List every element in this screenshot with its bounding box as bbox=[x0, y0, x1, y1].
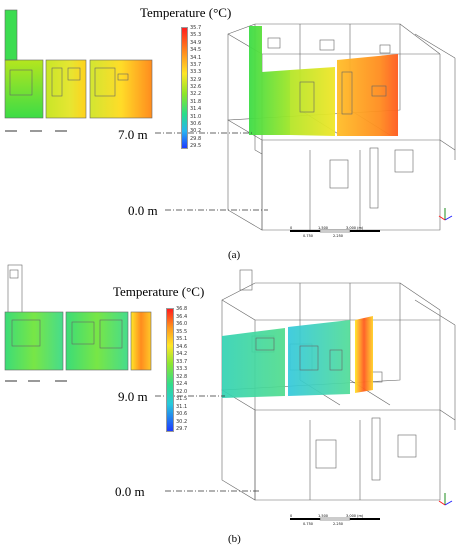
plan-b-room-middle bbox=[66, 312, 128, 370]
panel-a-tick-label: 31.8 bbox=[190, 98, 202, 105]
panel-b-scale-2250: 2.250 bbox=[333, 522, 344, 526]
panel-b-scale-bottom-labels: 0.750 2.250 bbox=[303, 522, 343, 526]
model-b-slice-right bbox=[355, 316, 373, 393]
model-a-axis-triad bbox=[438, 208, 453, 221]
plan-b-room-left bbox=[5, 312, 63, 370]
panel-a-level-low: 0.0 m bbox=[128, 203, 158, 218]
panel-a-colorbar bbox=[181, 27, 188, 149]
model-a-slice-middle bbox=[290, 67, 335, 136]
panel-a-tick-label: 32.2 bbox=[190, 91, 202, 98]
panel-a-tick-label: 33.7 bbox=[190, 61, 202, 68]
panel-b-scale-0: 0 bbox=[290, 514, 293, 518]
panel-a-tick-label: 34.9 bbox=[190, 39, 202, 46]
panel-b-caption: (b) bbox=[228, 533, 241, 545]
panel-a-tick-label: 34.1 bbox=[190, 54, 202, 61]
panel-a-scale-2250: 2.250 bbox=[333, 234, 344, 238]
panel-b-tick-label: 36.8 bbox=[176, 306, 188, 312]
plan-a-stair-shaft bbox=[5, 10, 17, 60]
panel-b-tick-label: 32.8 bbox=[176, 373, 188, 380]
panel-b-level-low: 0.0 m bbox=[115, 484, 145, 499]
panel-b-tick-label: 29.7 bbox=[176, 426, 188, 432]
panel-b-scale-3000: 3.000 (m) bbox=[346, 514, 364, 518]
model-b-scale-bar bbox=[290, 517, 380, 521]
plan-a-room-middle bbox=[46, 60, 86, 118]
panel-a-tick-label: 29.5 bbox=[190, 143, 202, 149]
panel-b-level-high: 9.0 m bbox=[118, 389, 148, 404]
panel-b-tick-label: 34.2 bbox=[176, 351, 188, 357]
panel-a-tick-label: 34.5 bbox=[190, 47, 202, 54]
panel-b-tick-label: 30.2 bbox=[176, 418, 188, 425]
plan-b-room-right bbox=[131, 312, 151, 370]
panel-a-tick-label: 35.7 bbox=[190, 25, 202, 31]
model-a-scale-bar bbox=[290, 229, 380, 233]
panel-a-scale-0: 0 bbox=[290, 226, 293, 230]
panel-a-tick-label: 33.3 bbox=[190, 69, 202, 76]
model-a-slice-right bbox=[337, 54, 398, 136]
model-a-wireframe bbox=[227, 23, 456, 231]
panel-b-tick-label: 30.6 bbox=[176, 411, 188, 417]
panel-b-tick-label: 31.5 bbox=[176, 396, 188, 402]
panel-a-tick-label: 29.8 bbox=[190, 135, 202, 142]
panel-b-colorbar bbox=[166, 308, 174, 432]
panel-a-tick-label: 31.0 bbox=[190, 113, 202, 120]
panel-a-tick-label: 30.2 bbox=[190, 128, 202, 135]
panel-a-tick-label: 31.4 bbox=[190, 106, 202, 113]
panel-b-tick-label: 31.1 bbox=[176, 403, 188, 410]
plan-b-wireframe-top bbox=[7, 264, 23, 316]
panel-a-scale-0750: 0.750 bbox=[303, 234, 314, 238]
panel-a-tick-label: 35.3 bbox=[190, 32, 202, 39]
panel-b-tick-label: 32.0 bbox=[176, 388, 188, 395]
panel-a-scale-1500: 1.500 bbox=[318, 226, 329, 230]
panel-b-tick-label: 36.0 bbox=[176, 321, 188, 327]
model-b-slice-outlines bbox=[255, 337, 343, 371]
model-b-slice-middle bbox=[288, 320, 350, 396]
panel-b-tick-label: 33.7 bbox=[176, 358, 188, 365]
panel-b-scale-0750: 0.750 bbox=[303, 522, 314, 526]
panel-a-level-high: 7.0 m bbox=[118, 127, 148, 142]
model-a-level-lines bbox=[155, 132, 268, 211]
plan-a-wireframe bbox=[4, 9, 153, 119]
panel-a-scale-top-labels: 0 1.500 3.000 (m) bbox=[290, 226, 363, 230]
panel-b-scale-top-labels: 0 1.500 3.000 (m) bbox=[290, 514, 363, 518]
model-a-slice-outlines bbox=[299, 71, 387, 115]
panel-a-caption: (a) bbox=[228, 249, 241, 261]
panel-b-legend-title: Temperature (°C) bbox=[113, 284, 205, 299]
panel-b-tick-label: 34.6 bbox=[176, 343, 188, 350]
panel-a-tick-label: 32.9 bbox=[190, 76, 202, 83]
plan-a-room-right bbox=[90, 60, 152, 118]
panel-b-tick-label: 32.4 bbox=[176, 381, 188, 387]
plan-a-room-left bbox=[5, 60, 43, 118]
model-a-slice-left bbox=[249, 26, 290, 135]
model-b-slice-left bbox=[222, 328, 285, 398]
model-b-axis-triad bbox=[438, 493, 453, 506]
panel-a-scale-bottom-labels: 0.750 2.250 bbox=[303, 234, 343, 238]
panel-b-tick-label: 35.1 bbox=[176, 336, 188, 342]
panel-a-tick-label: 30.6 bbox=[190, 120, 202, 127]
panel-b-tick-label: 36.4 bbox=[176, 313, 188, 320]
panel-b-tick-label: 35.5 bbox=[176, 328, 188, 335]
panel-b-scale-1500: 1.500 bbox=[318, 514, 329, 518]
panel-a-tick-label: 32.6 bbox=[190, 84, 202, 90]
panel-b-tick-label: 33.3 bbox=[176, 366, 188, 372]
plan-b-wireframe bbox=[4, 311, 152, 371]
panel-a-legend-title: Temperature (°C) bbox=[140, 5, 232, 20]
panel-a-scale-3000: 3.000 (m) bbox=[346, 226, 364, 230]
